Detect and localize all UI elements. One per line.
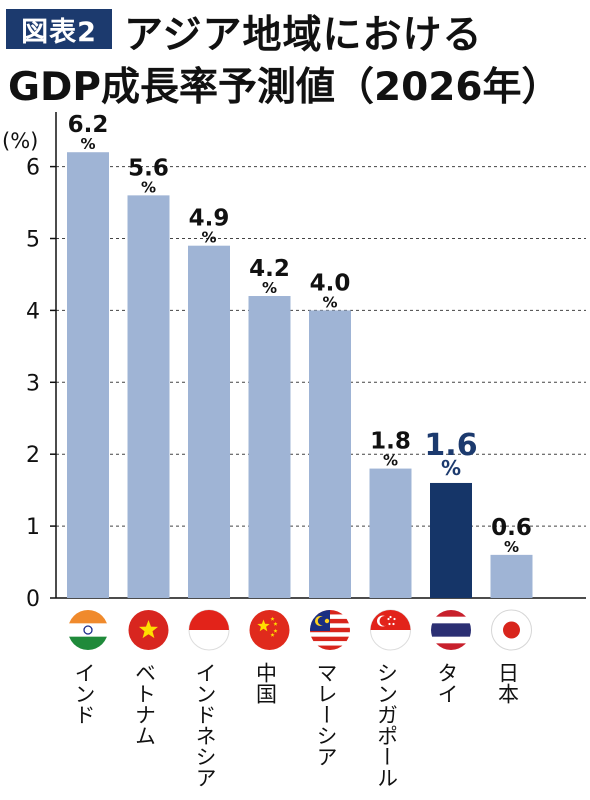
chart-title-line-2: GDP成長率予測値（2026年） [8, 65, 561, 110]
data-label-7: 0.6 [491, 515, 532, 541]
bar-1 [127, 195, 170, 599]
x-category-label-4: マレーシア [314, 662, 338, 767]
y-tick-label: 0 [26, 587, 40, 612]
y-tick-label: 1 [26, 515, 40, 540]
data-label-unit-0: % [80, 135, 95, 153]
data-label-unit-2: % [201, 229, 216, 247]
x-category-label-5: シンガポール [375, 662, 399, 788]
vietnam-flag-icon [128, 610, 169, 650]
indonesia-flag-icon [188, 609, 230, 651]
y-tick-label: 4 [26, 299, 40, 324]
y-tick-label: 5 [26, 228, 40, 253]
y-tick-label: 6 [26, 156, 40, 181]
data-label-unit-5: % [383, 452, 398, 470]
bar-4 [309, 310, 351, 598]
thailand-flag-icon [431, 610, 471, 650]
y-axis-unit-label: (%) [2, 129, 38, 153]
y-tick-label: 3 [26, 371, 40, 396]
data-label-unit-3: % [262, 279, 277, 297]
singapore-flag-icon [370, 609, 411, 651]
india-flag-icon [68, 610, 108, 650]
x-category-label-3: 中国 [254, 662, 278, 704]
figure-number-badge: 図表2 [6, 9, 112, 49]
bar-3 [248, 296, 291, 598]
japan-flag-icon [491, 609, 532, 651]
chart-title-line-1: アジア地域における [124, 13, 483, 58]
bar-7 [490, 554, 533, 598]
bar-6 [430, 482, 472, 598]
y-tick-label: 2 [26, 443, 40, 468]
china-flag-icon [249, 610, 290, 650]
bar-2 [188, 245, 230, 598]
x-category-label-2: インドネシア [193, 662, 217, 788]
data-label-4: 4.0 [310, 270, 351, 296]
data-label-1: 5.6 [128, 155, 169, 181]
x-category-label-1: ベトナム [133, 662, 157, 746]
data-label-2: 4.9 [189, 206, 230, 232]
data-label-unit-6: % [441, 456, 461, 480]
bar-0 [67, 152, 109, 598]
data-label-unit-4: % [322, 293, 337, 311]
chart-header: 図表2 アジア地域における GDP成長率予測値（2026年） [0, 0, 590, 110]
malaysia-flag-icon [310, 610, 350, 650]
x-category-label-0: インド [72, 662, 96, 725]
data-label-0: 6.2 [68, 112, 109, 138]
data-label-6: 1.6 [424, 428, 477, 463]
bar-5 [369, 468, 412, 598]
data-label-unit-1: % [141, 178, 156, 196]
data-label-5: 1.8 [370, 429, 411, 455]
data-label-3: 4.2 [249, 256, 290, 282]
x-category-label-6: タイ [435, 662, 459, 704]
x-category-label-7: 日本 [496, 662, 520, 704]
data-label-unit-7: % [504, 538, 519, 556]
